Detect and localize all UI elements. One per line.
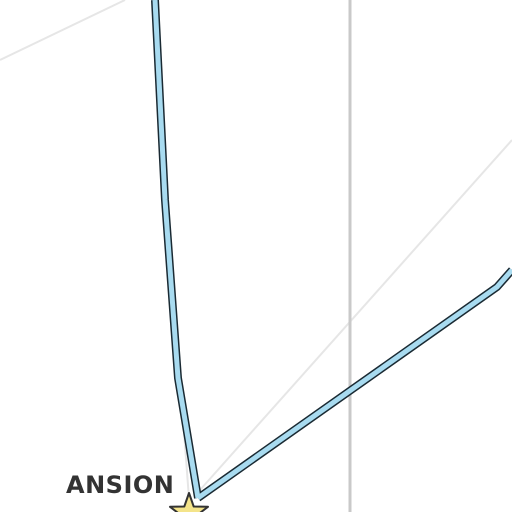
route-casing (155, 0, 198, 498)
minor-road (0, 0, 125, 60)
place-label: ANSION (66, 471, 174, 499)
minor-road (200, 140, 512, 490)
